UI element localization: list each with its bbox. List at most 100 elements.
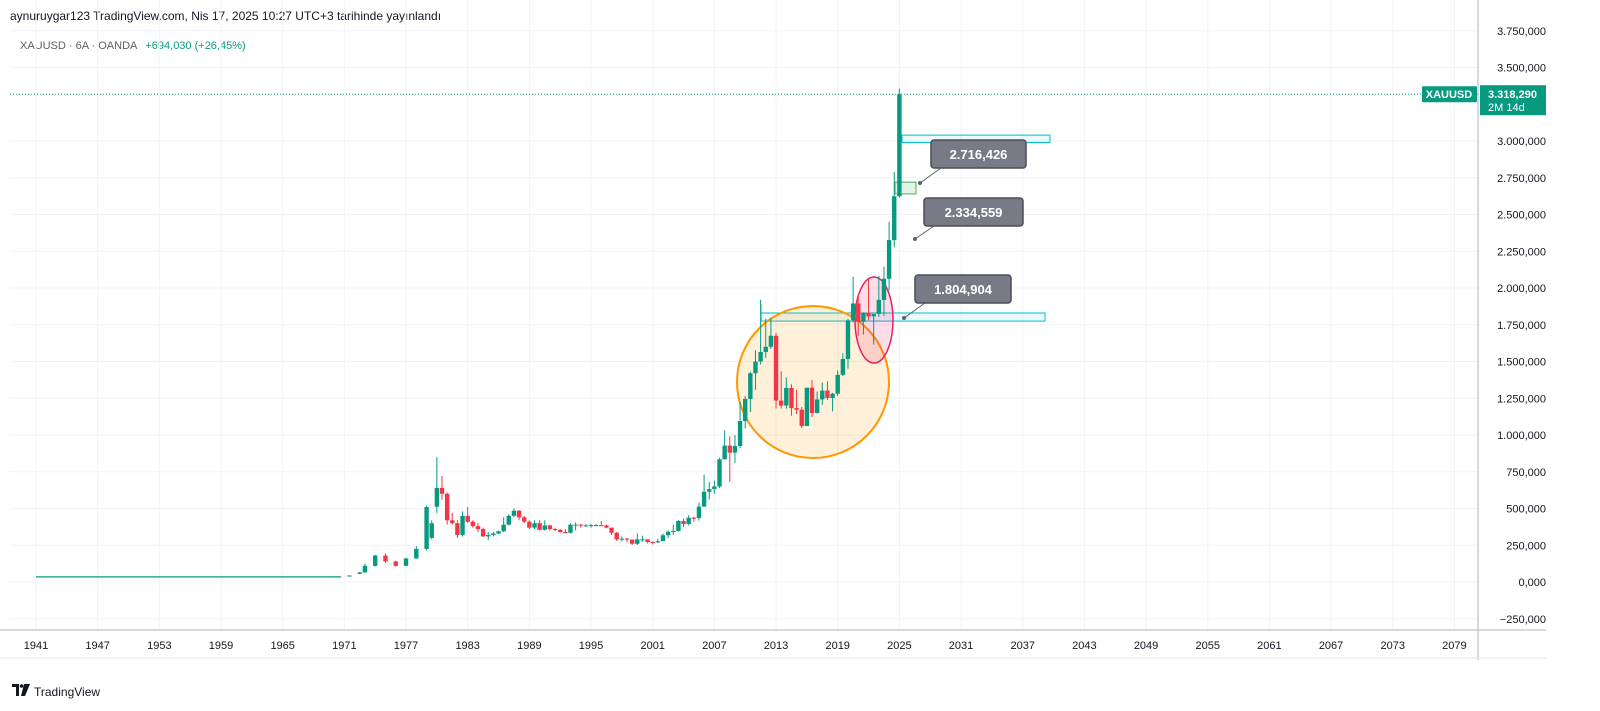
candle-body	[835, 374, 840, 394]
callouts-layer: 2.716,426 2.334,559 1.804,904	[902, 139, 1027, 320]
y-tick-label: 2.500,000	[1497, 210, 1546, 222]
x-tick-label: 1965	[270, 640, 294, 652]
candle-body	[856, 303, 861, 322]
candle-body	[645, 539, 650, 543]
candle-body	[537, 523, 542, 530]
callout-label: 2.334,559	[945, 205, 1003, 220]
candle-body	[465, 515, 470, 522]
candle-body	[696, 506, 702, 519]
x-tick-label: 2049	[1134, 640, 1158, 652]
chart-grid	[10, 0, 1478, 630]
candle-body	[383, 555, 388, 562]
candle-body	[881, 278, 887, 300]
candle-body	[450, 520, 455, 524]
candle-body	[660, 535, 666, 542]
candle-body	[475, 526, 481, 530]
candle-body	[522, 517, 527, 522]
x-tick-label: 2001	[640, 640, 664, 652]
candle-body	[563, 532, 568, 534]
callout-box	[914, 274, 1012, 304]
x-tick-label: 2079	[1442, 640, 1466, 652]
candle-body	[701, 491, 707, 507]
callout-box	[930, 139, 1027, 169]
candle-body	[511, 510, 517, 516]
candle-body	[897, 94, 902, 197]
candle-body	[814, 399, 820, 413]
candle-body	[861, 313, 866, 322]
symbol-info[interactable]: XAUUSD · 6A · OANDA	[20, 40, 138, 52]
y-tick-label: 750,000	[1506, 467, 1546, 479]
symbol-tag-label: XAUUSD	[1426, 89, 1473, 101]
candle-body	[439, 487, 445, 494]
symbol-tag-bg	[1422, 86, 1477, 103]
candle-body	[403, 558, 409, 566]
candle-body	[676, 520, 681, 531]
y-tick-label: 1.750,000	[1497, 320, 1546, 332]
candle-body	[434, 487, 440, 507]
candle-body	[547, 525, 553, 530]
candle-body	[686, 517, 691, 524]
x-tick-label: 2031	[949, 640, 973, 652]
x-tick-label: 1983	[455, 640, 479, 652]
candle-body	[460, 515, 465, 535]
candle-body	[624, 538, 630, 540]
candle-body	[737, 421, 743, 447]
price-zone	[894, 181, 917, 195]
candle-body	[357, 572, 362, 574]
candle-body	[501, 524, 506, 532]
callout-label: 1.804,904	[934, 282, 993, 297]
x-tick-label: 1977	[394, 640, 418, 652]
candle-body	[640, 539, 645, 541]
candle-body	[557, 529, 563, 533]
candle-body	[629, 539, 635, 544]
candle-body	[886, 240, 892, 279]
candle-body	[758, 351, 763, 362]
x-axis: 1941 1947 1953 1959 1965 1971 1977 1983 1989 1995…	[0, 629, 1546, 659]
candle-body	[768, 335, 774, 347]
x-tick-label: 1971	[332, 640, 356, 652]
candle-body	[671, 530, 676, 532]
candle-body	[778, 400, 784, 406]
candle-body	[609, 527, 614, 533]
candle-body	[712, 486, 717, 490]
y-tick-label: 1.250,000	[1497, 393, 1546, 405]
y-tick-label: 0,000	[1518, 577, 1546, 589]
footer[interactable]: TradingView	[12, 684, 100, 699]
candle-body	[362, 565, 368, 573]
price-tag-countdown: 2M 14d	[1488, 102, 1525, 114]
y-tick-label: −250,000	[1500, 614, 1546, 626]
x-tick-label: 1959	[209, 640, 233, 652]
candle-body	[809, 387, 815, 413]
candle-body	[619, 538, 625, 540]
callout-anchor-dot	[902, 316, 906, 320]
x-tick-label: 2073	[1380, 640, 1404, 652]
candle-body	[516, 510, 522, 518]
candle-body	[614, 532, 619, 540]
candle-body	[794, 408, 799, 410]
y-tick-label: 2.000,000	[1497, 283, 1546, 295]
x-tick-label: 1947	[85, 640, 109, 652]
candle-body	[542, 525, 547, 530]
publisher-line: aynuruygar123 TradingView.com, Nis 17, 2…	[10, 9, 442, 23]
x-tick-label: 1995	[579, 640, 603, 652]
candle-body	[470, 521, 476, 527]
candle-body	[799, 409, 804, 427]
candle-body	[532, 523, 537, 528]
y-tick-label: 2.750,000	[1497, 173, 1546, 185]
candle-body	[707, 489, 712, 492]
y-tick-label: 3.750,000	[1497, 26, 1546, 38]
candle-body	[804, 387, 810, 427]
candle-body	[691, 517, 697, 519]
candle-body	[820, 390, 825, 400]
candles-layer	[36, 88, 902, 578]
candle-body	[727, 445, 732, 453]
callout-label: 2.716,426	[950, 147, 1008, 162]
candle-body	[717, 459, 722, 487]
candle-body	[455, 523, 460, 535]
candle-body	[840, 359, 846, 375]
price-tag-bg	[1480, 85, 1546, 116]
candle-body	[604, 525, 609, 528]
y-tick-label: 250,000	[1506, 540, 1546, 552]
candle-body	[825, 390, 830, 398]
